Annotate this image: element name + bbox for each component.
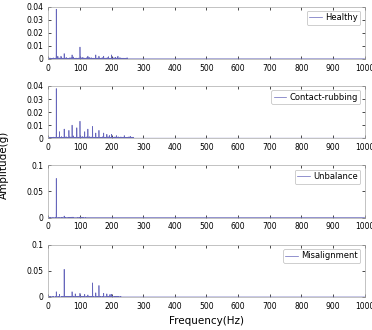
Legend: Healthy: Healthy — [307, 11, 360, 25]
X-axis label: Frequency(Hz): Frequency(Hz) — [169, 316, 244, 326]
Legend: Contact-rubbing: Contact-rubbing — [271, 90, 360, 104]
Legend: Misalignment: Misalignment — [283, 249, 360, 263]
Legend: Unbalance: Unbalance — [295, 170, 360, 183]
Text: Amplitude(g): Amplitude(g) — [0, 131, 9, 199]
